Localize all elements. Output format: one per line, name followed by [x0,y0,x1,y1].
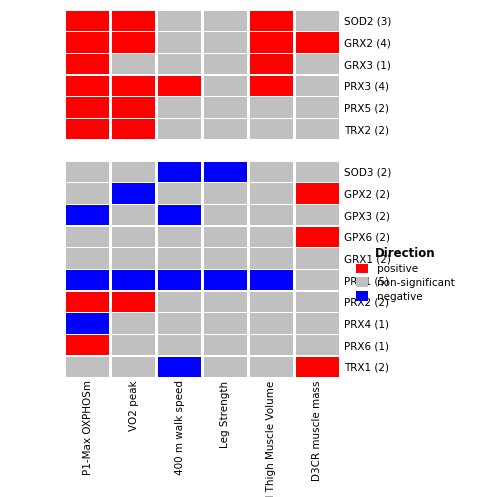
Bar [204,162,247,182]
Bar [250,183,293,204]
Bar [250,313,293,333]
Bar [296,292,339,312]
Bar [296,227,339,247]
Bar [158,162,201,182]
Bar [158,76,201,96]
Bar [296,54,339,75]
Bar [158,97,201,118]
Bar [250,32,293,53]
Bar [112,183,156,204]
Bar [66,205,110,225]
Bar [112,10,156,31]
Bar [112,32,156,53]
Bar [250,292,293,312]
Bar [250,357,293,377]
Bar [112,335,156,355]
Bar [250,162,293,182]
Bar [66,313,110,333]
Bar [204,183,247,204]
Bar [158,10,201,31]
Bar [112,205,156,225]
Bar [158,119,201,139]
Bar [204,97,247,118]
Bar [112,54,156,75]
Bar [204,357,247,377]
Bar [66,76,110,96]
Bar [296,76,339,96]
Bar [158,227,201,247]
Bar [296,97,339,118]
Bar [66,54,110,75]
Bar [296,32,339,53]
Bar [66,335,110,355]
Bar [66,227,110,247]
Bar [66,162,110,182]
Bar [204,313,247,333]
Bar [204,335,247,355]
Bar [158,54,201,75]
Bar [112,97,156,118]
Bar [66,119,110,139]
Bar [112,248,156,269]
Bar [204,76,247,96]
Bar [158,270,201,290]
Bar [66,97,110,118]
Bar [158,292,201,312]
Bar [66,10,110,31]
Bar [296,10,339,31]
Bar [66,183,110,204]
Bar [112,76,156,96]
Bar [250,335,293,355]
Bar [112,292,156,312]
Bar [66,32,110,53]
Bar [296,313,339,333]
Bar [250,270,293,290]
Bar [296,162,339,182]
Bar [204,205,247,225]
Bar [296,335,339,355]
Bar [158,248,201,269]
Bar [66,270,110,290]
Bar [112,313,156,333]
Bar [204,32,247,53]
Bar [250,248,293,269]
Bar [66,292,110,312]
Bar [296,119,339,139]
Bar [112,162,156,182]
Bar [158,335,201,355]
Bar [112,119,156,139]
Bar [158,205,201,225]
Legend: positive, non-significant, negative: positive, non-significant, negative [352,244,458,305]
Bar [204,10,247,31]
Bar [204,270,247,290]
Bar [250,76,293,96]
Bar [250,119,293,139]
Bar [250,97,293,118]
Bar [66,248,110,269]
Bar [250,205,293,225]
Bar [250,54,293,75]
Bar [158,32,201,53]
Bar [296,357,339,377]
Bar [204,119,247,139]
Bar [112,227,156,247]
Bar [296,205,339,225]
Bar [250,10,293,31]
Bar [204,227,247,247]
Bar [158,183,201,204]
Bar [296,270,339,290]
Bar [296,183,339,204]
Bar [158,313,201,333]
Bar [296,248,339,269]
Bar [204,54,247,75]
Bar [66,357,110,377]
Bar [112,270,156,290]
Bar [250,227,293,247]
Bar [204,292,247,312]
Bar [204,248,247,269]
Bar [158,357,201,377]
Bar [112,357,156,377]
